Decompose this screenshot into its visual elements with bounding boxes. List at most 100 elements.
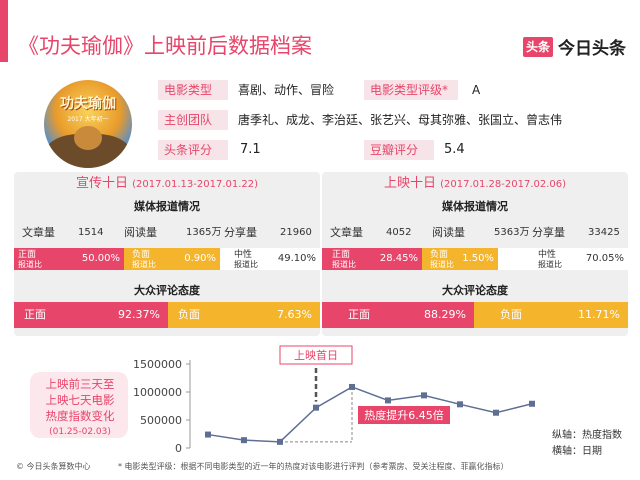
post-reads-label: 阅读量: [432, 226, 465, 239]
pre-att-positive-label: 正面: [24, 308, 46, 321]
pre-neutral-report-ratio: 中性 报道比 49.10%: [220, 248, 320, 270]
pre-att-positive-value: 92.37%: [118, 308, 160, 321]
genre-value: 喜剧、动作、冒险: [238, 83, 335, 97]
logo-text: 今日头条: [558, 39, 626, 59]
pre-neutral-value: 49.10%: [277, 253, 316, 264]
y-tick-label: 1000000: [133, 386, 182, 399]
douban-score-value: 5.4: [444, 142, 465, 157]
pre-reads-value: 1365万: [186, 227, 222, 238]
post-reads-value: 5363万: [494, 227, 530, 238]
post-negative-label: 负面: [430, 250, 449, 260]
pre-release-title: 宣传十日: [75, 176, 128, 191]
post-att-positive-label: 正面: [348, 308, 370, 321]
data-point-01.29: [349, 383, 355, 390]
post-negative-report-ratio: 负面 报道比 1.50%: [422, 248, 498, 270]
data-point-01.26: [241, 437, 247, 444]
data-point-02.03: [529, 400, 535, 407]
pre-neutral-label: 中性: [234, 250, 253, 260]
data-point-01.28: [313, 404, 319, 411]
post-positive-label: 正面: [332, 250, 351, 260]
post-positive-sublabel: 报道比: [332, 260, 356, 269]
page-title: 《功夫瑜伽》上映前后数据档案: [18, 34, 312, 58]
team-value: 唐季礼、成龙、李治廷、张艺兴、母其弥雅、张国立、曾志伟: [238, 113, 563, 127]
post-release-range: (2017.01.28-2017.02.06): [440, 179, 567, 190]
post-att-positive-value: 88.29%: [424, 308, 466, 321]
release-day-label: 上映首日: [294, 348, 338, 362]
movie-poster: 功夫瑜伽 2017 大年初一: [44, 80, 132, 168]
data-point-02.02: [493, 409, 499, 416]
x-axis-note: 横轴：日期: [552, 446, 602, 457]
pre-articles-label: 文章量: [22, 226, 55, 239]
toutiao-score-label: 头条评分: [158, 140, 228, 160]
rating-label: 电影类型评级*: [364, 80, 458, 100]
pre-media-title: 媒体报道情况: [134, 200, 200, 213]
data-point-01.31: [421, 392, 427, 399]
footer-source: © 今日头条算数中心: [16, 462, 91, 471]
post-release-heading: 上映十日 (2017.01.28-2017.02.06): [322, 174, 628, 194]
growth-label: 热度提升6.45倍: [364, 408, 444, 422]
genre-label: 电影类型: [158, 80, 228, 100]
post-neutral-label: 中性: [538, 250, 557, 260]
pre-attitude-title: 大众评论态度: [134, 284, 200, 297]
toutiao-score-value: 7.1: [240, 142, 261, 157]
post-attitude-title: 大众评论态度: [442, 284, 508, 297]
post-neutral-report-ratio: 中性 报道比 70.05%: [498, 248, 628, 270]
post-negative-sublabel: 报道比: [430, 260, 454, 269]
pre-reads-label: 阅读量: [124, 226, 157, 239]
post-release-title: 上映十日: [383, 176, 436, 191]
post-neutral-value: 70.05%: [585, 253, 624, 264]
post-attitude-positive: 正面 88.29%: [322, 302, 474, 328]
post-positive-report-ratio: 正面 报道比 28.45%: [322, 248, 422, 270]
post-articles-value: 4052: [386, 227, 412, 238]
pre-release-range: (2017.01.13-2017.01.22): [132, 179, 259, 190]
release-label-box: [279, 345, 353, 365]
chart-caption-box: [30, 372, 128, 438]
team-label: 主创团队: [158, 110, 228, 130]
post-negative-value: 1.50%: [462, 253, 494, 264]
post-shares-value: 33425: [588, 227, 620, 238]
post-media-title: 媒体报道情况: [442, 200, 508, 213]
poster-title: 功夫瑜伽: [60, 96, 116, 112]
y-tick-label: 0: [175, 442, 182, 455]
heat-index-series-line: [207, 386, 533, 443]
post-shares-label: 分享量: [532, 226, 565, 239]
data-point-01.30: [385, 397, 391, 404]
post-articles-label: 文章量: [330, 226, 363, 239]
post-att-negative-label: 负面: [500, 308, 522, 321]
data-point-01.27: [277, 438, 283, 445]
data-point-01.25: [205, 431, 211, 438]
post-neutral-sublabel: 报道比: [538, 260, 562, 269]
poster-figure: [74, 126, 102, 150]
y-axis-note: 纵轴：热度指数: [552, 430, 622, 441]
pre-positive-report-ratio: 正面 报道比 50.00%: [14, 248, 124, 270]
post-att-negative-value: 11.71%: [578, 308, 620, 321]
pre-negative-report-ratio: 负面 报道比 0.90%: [124, 248, 220, 270]
pre-release-heading: 宣传十日 (2017.01.13-2017.01.22): [14, 174, 320, 194]
pre-negative-value: 0.90%: [184, 253, 216, 264]
post-positive-value: 28.45%: [379, 253, 418, 264]
footer-note: * 电影类型评级：根据不同电影类型的近一年的热度对该电影进行评判（参考票房、受关…: [118, 462, 509, 471]
growth-label-box: [358, 406, 450, 424]
pre-shares-label: 分享量: [224, 226, 257, 239]
y-tick-label: 500000: [140, 414, 182, 427]
chart-caption-line3: 热度指数变化: [45, 409, 115, 423]
pre-media-counts-row: [14, 222, 320, 244]
pre-attitude-positive: 正面 92.37%: [14, 302, 168, 328]
pre-att-negative-label: 负面: [178, 308, 200, 321]
chart-caption-range: (01.25-02.03): [49, 427, 111, 437]
chart-caption-line2: 上映七天电影: [45, 393, 115, 407]
pre-negative-sublabel: 报道比: [132, 260, 156, 269]
data-point-02.01: [457, 401, 463, 408]
pre-negative-label: 负面: [132, 250, 151, 260]
pre-articles-value: 1514: [78, 227, 104, 238]
pre-positive-value: 50.00%: [81, 253, 120, 264]
chart-caption: 上映前三天至 上映七天电影 热度指数变化 (01.25-02.03): [34, 376, 126, 440]
rating-value: A: [472, 83, 481, 97]
poster-subtitle: 2017 大年初一: [67, 116, 109, 123]
pre-att-negative-value: 7.63%: [277, 308, 312, 321]
title-accent-bar: [0, 0, 8, 62]
logo-badge: 头条: [522, 36, 553, 57]
chart-caption-line1: 上映前三天至: [45, 377, 115, 391]
